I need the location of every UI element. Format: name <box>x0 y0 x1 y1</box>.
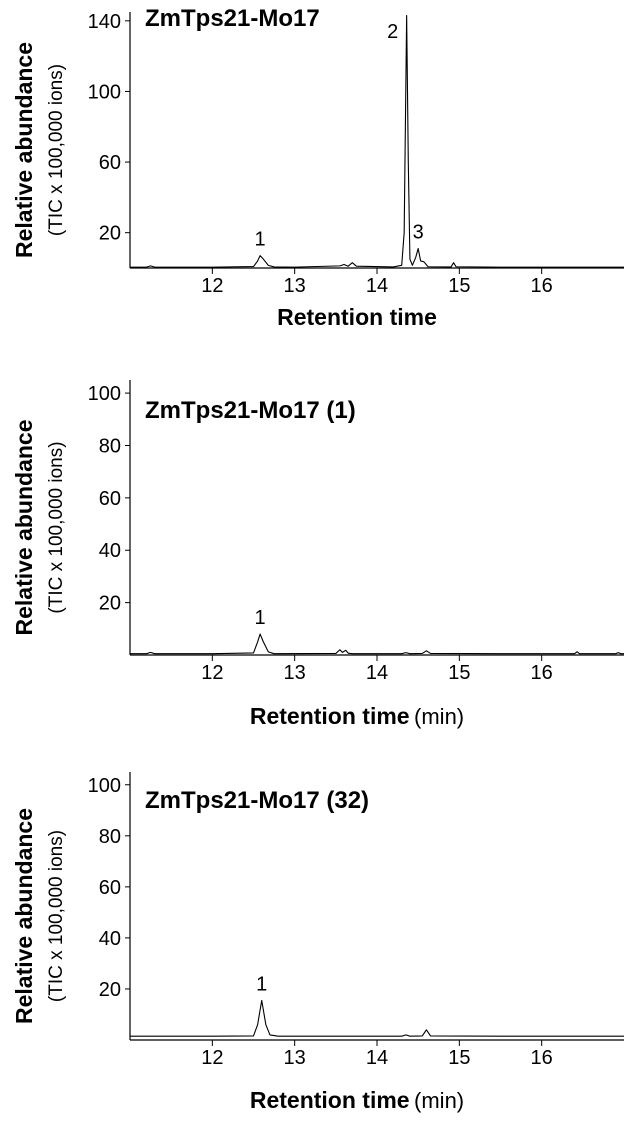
x-tick-label: 14 <box>366 275 388 297</box>
chart-title: ZmTps21-Mo17 <box>145 5 320 32</box>
y-tick-label: 60 <box>99 152 121 174</box>
x-tick-label: 16 <box>531 275 553 297</box>
trace <box>130 633 624 655</box>
trace <box>130 999 624 1037</box>
y-tick-label: 40 <box>99 928 121 950</box>
x-tick-label: 15 <box>448 275 470 297</box>
y-tick-label: 80 <box>99 826 121 848</box>
chart-title: ZmTps21-Mo17 (1) <box>145 397 356 424</box>
y-axis-title: Relative abundance <box>11 419 37 635</box>
y-tick-label: 60 <box>99 488 121 510</box>
x-axis-title-unit: (min) <box>414 1088 464 1113</box>
chart-title: ZmTps21-Mo17 (32) <box>145 787 369 814</box>
y-axis-subtitle: (TIC x 100,000 ions) <box>46 64 67 236</box>
y-axis-title: Relative abundance <box>11 808 37 1024</box>
x-tick-label: 12 <box>201 662 223 684</box>
x-tick-label: 16 <box>531 662 553 684</box>
x-axis-title: Retention time (min) <box>250 703 464 729</box>
x-axis-title-unit: (min) <box>414 704 464 729</box>
panel: 20 40 60 80 100 12 13 14 15 16 ZmTps21-Mo17 (1) Rel… <box>11 380 624 729</box>
y-tick-label: 100 <box>88 383 121 405</box>
y-tick-label: 100 <box>88 81 121 103</box>
peak-label: 1 <box>255 607 266 629</box>
x-tick-label: 16 <box>531 1047 553 1069</box>
panel: 20 40 60 80 100 12 13 14 15 16 ZmTps21-Mo17 (32) Re… <box>11 772 624 1113</box>
x-axis-title: Retention time <box>277 304 437 330</box>
peak-label: 2 <box>387 21 398 43</box>
x-tick-label: 13 <box>284 1047 306 1069</box>
x-tick-label: 15 <box>448 662 470 684</box>
x-tick-label: 13 <box>284 275 306 297</box>
x-tick-label: 14 <box>366 1047 388 1069</box>
x-tick-label: 13 <box>284 662 306 684</box>
x-tick-label: 12 <box>201 275 223 297</box>
peak-label: 1 <box>256 973 267 995</box>
y-tick-label: 20 <box>99 223 121 245</box>
x-axis-title-main: Retention time <box>250 703 410 729</box>
x-tick-label: 12 <box>201 1047 223 1069</box>
peak-label: 1 <box>255 229 266 251</box>
y-axis-title: Relative abundance <box>11 42 37 258</box>
y-tick-label: 40 <box>99 540 121 562</box>
x-axis-title-main: Retention time <box>277 304 437 330</box>
y-tick-label: 20 <box>99 593 121 615</box>
y-tick-label: 140 <box>88 11 121 33</box>
x-axis-title-main: Retention time <box>250 1087 410 1113</box>
y-tick-label: 60 <box>99 877 121 899</box>
peak-label: 3 <box>413 222 424 244</box>
y-tick-label: 20 <box>99 979 121 1001</box>
y-tick-label: 100 <box>88 775 121 797</box>
x-axis-title: Retention time (min) <box>250 1087 464 1113</box>
x-tick-label: 15 <box>448 1047 470 1069</box>
y-tick-label: 80 <box>99 435 121 457</box>
trace <box>130 14 624 268</box>
x-tick-label: 14 <box>366 662 388 684</box>
y-axis-subtitle: (TIC x 100,000 ions) <box>46 830 67 1002</box>
y-axis-subtitle: (TIC x 100,000 ions) <box>46 441 67 613</box>
